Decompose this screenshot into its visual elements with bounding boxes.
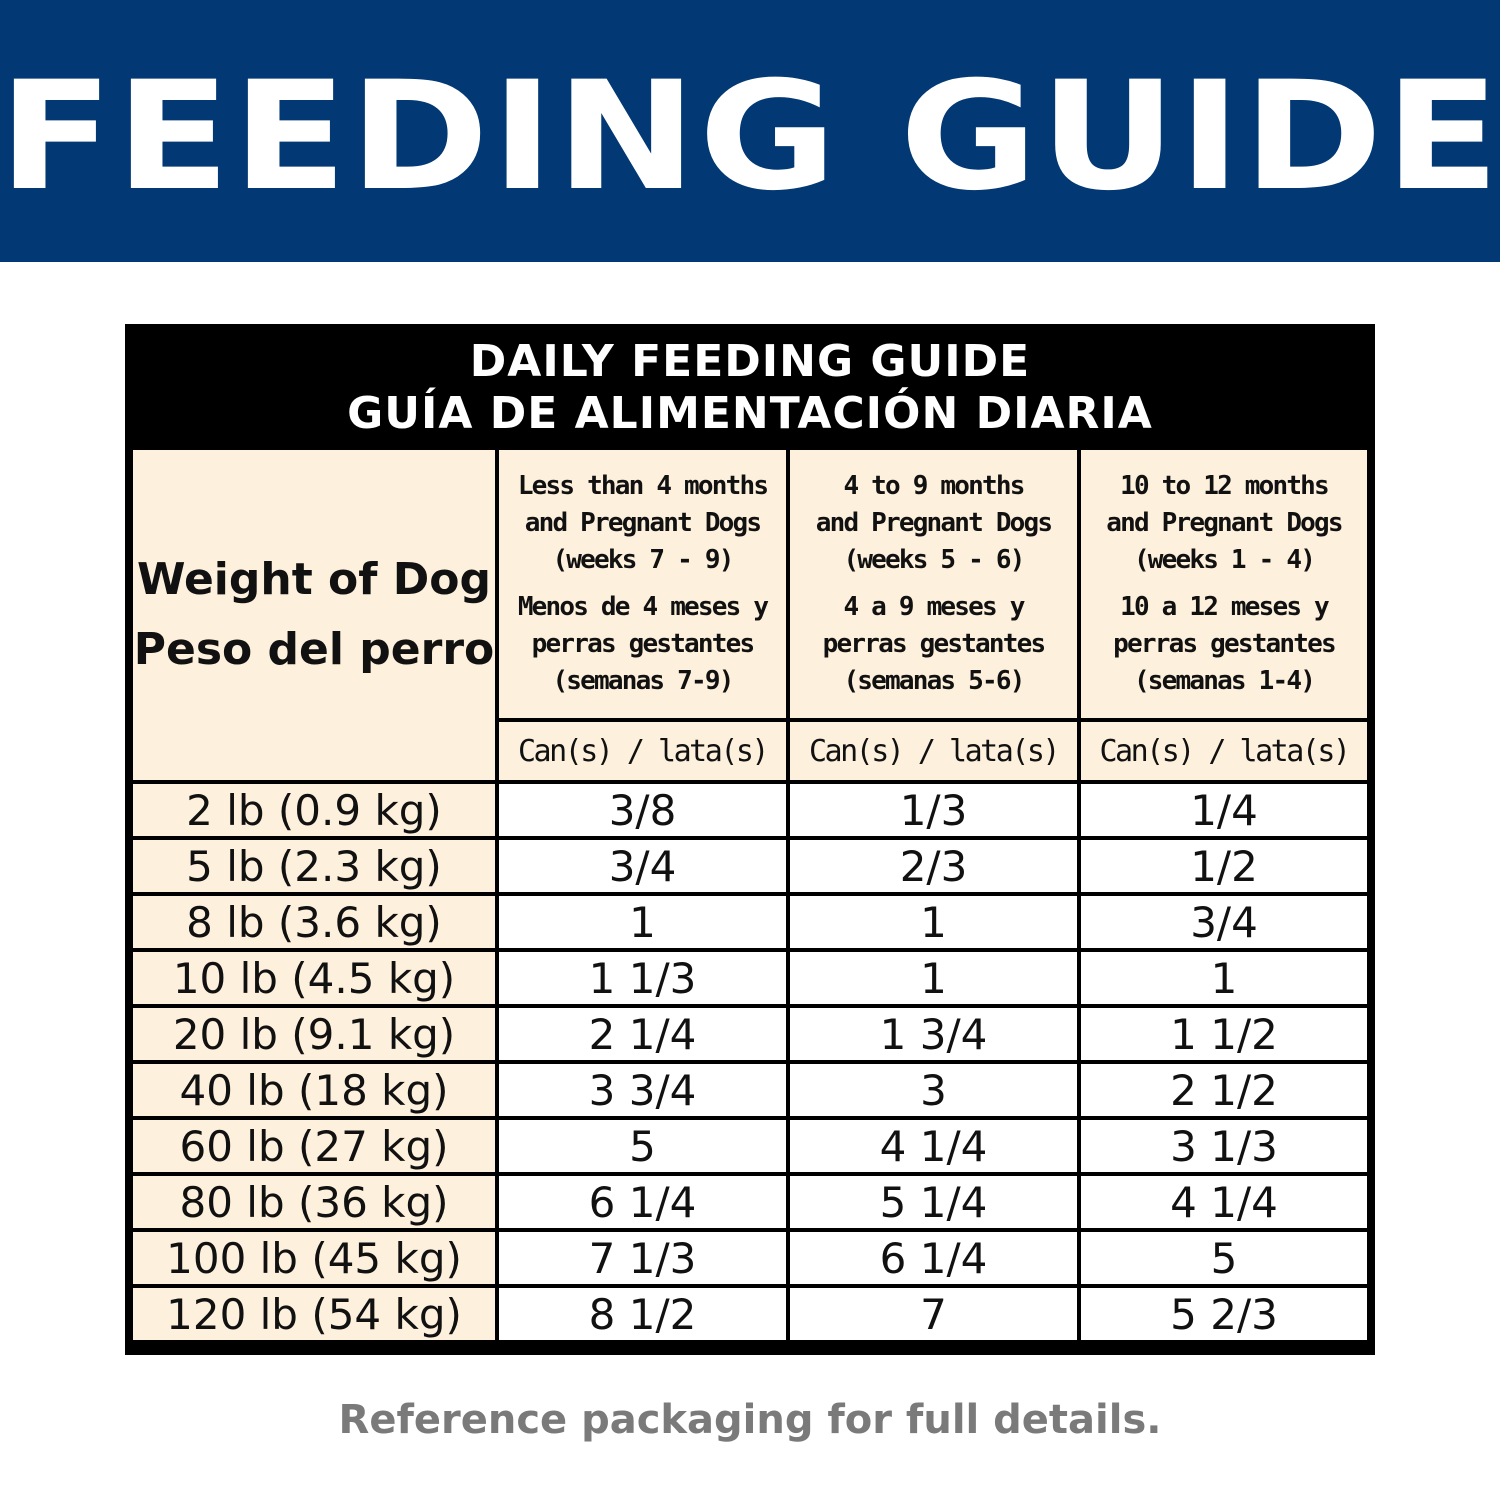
column-header-es: 4 a 9 meses y (843, 592, 1025, 622)
weight-header-en: Weight of Dog (137, 554, 491, 605)
cans-cell: 2 1/4 (499, 1008, 786, 1060)
cans-cell: 1 (790, 896, 1077, 948)
guide-title-en: DAILY FEEDING GUIDE (469, 335, 1031, 387)
weight-cell: 120 lb (54 kg) (133, 1288, 495, 1340)
weight-cell: 20 lb (9.1 kg) (133, 1008, 495, 1060)
column-header-en: (weeks 1 - 4) (1133, 545, 1316, 575)
column-header-en: Less than 4 months (517, 471, 769, 501)
header-row: Weight of Dog Peso del perro Less than 4… (133, 450, 1367, 780)
cans-cell: 2 1/2 (1081, 1064, 1367, 1116)
column-header-es: perras gestantes (1113, 629, 1336, 659)
cans-cell: 6 1/4 (790, 1232, 1077, 1284)
cans-cell: 3/4 (499, 840, 786, 892)
unit-row: Can(s) / lata(s) Can(s) / lata(s) Can(s)… (133, 722, 1367, 780)
weight-cell: 5 lb (2.3 kg) (133, 840, 495, 892)
cans-cell: 3/4 (1081, 896, 1367, 948)
cans-cell: 1 1/3 (499, 952, 786, 1004)
weight-cell: 2 lb (0.9 kg) (133, 784, 495, 836)
column-header-en: (weeks 7 - 9) (552, 545, 734, 575)
weight-header-es: Peso del perro (133, 624, 495, 675)
column-header-en: and Pregnant Dogs (524, 508, 762, 538)
unit-label: Can(s) / lata(s) (499, 722, 786, 780)
cans-cell: 5 2/3 (1081, 1288, 1367, 1340)
column-header-4-to-9-months: 4 to 9 months and Pregnant Dogs (weeks 5… (790, 450, 1077, 718)
weight-cell: 10 lb (4.5 kg) (133, 952, 495, 1004)
cans-cell: 7 (790, 1288, 1077, 1340)
cans-cell: 5 (1081, 1232, 1367, 1284)
column-header-en: 10 to 12 months (1120, 471, 1330, 501)
table-row: 20 lb (9.1 kg) 2 1/4 1 3/4 1 1/2 (133, 1008, 1367, 1060)
column-header-es: (semanas 7-9) (552, 666, 734, 696)
column-header-es: 10 a 12 meses y (1120, 592, 1330, 622)
cans-cell: 8 1/2 (499, 1288, 786, 1340)
column-header-10-to-12-months: 10 to 12 months and Pregnant Dogs (weeks… (1081, 450, 1367, 718)
cans-cell: 4 1/4 (1081, 1176, 1367, 1228)
table-row: 5 lb (2.3 kg) 3/4 2/3 1/2 (133, 840, 1367, 892)
feeding-table: Weight of Dog Peso del perro Less than 4… (129, 446, 1371, 1344)
cans-cell: 1 3/4 (790, 1008, 1077, 1060)
guide-header: DAILY FEEDING GUIDE GUÍA DE ALIMENTACIÓN… (133, 324, 1367, 447)
table-row: 8 lb (3.6 kg) 1 1 3/4 (133, 896, 1367, 948)
cans-cell: 3 3/4 (499, 1064, 786, 1116)
weight-cell: 8 lb (3.6 kg) (133, 896, 495, 948)
unit-label: Can(s) / lata(s) (790, 722, 1077, 780)
cans-cell: 1 (1081, 952, 1367, 1004)
column-header-en: 4 to 9 months (843, 471, 1025, 501)
cans-cell: 1/3 (790, 784, 1077, 836)
column-header-es: (semanas 5-6) (843, 666, 1025, 696)
weight-header: Weight of Dog Peso del perro (133, 450, 495, 780)
banner-title: FEEDING GUIDE (0, 50, 1500, 224)
cans-cell: 6 1/4 (499, 1176, 786, 1228)
table-row: 100 lb (45 kg) 7 1/3 6 1/4 5 (133, 1232, 1367, 1284)
cans-cell: 1/2 (1081, 840, 1367, 892)
weight-cell: 80 lb (36 kg) (133, 1176, 495, 1228)
cans-cell: 2/3 (790, 840, 1077, 892)
cans-cell: 3/8 (499, 784, 786, 836)
unit-label: Can(s) / lata(s) (1081, 722, 1367, 780)
footer-note: Reference packaging for full details. (338, 1397, 1162, 1443)
column-header-es: Menos de 4 meses y (517, 592, 769, 622)
table-row: 80 lb (36 kg) 6 1/4 5 1/4 4 1/4 (133, 1176, 1367, 1228)
column-header-en: and Pregnant Dogs (1106, 508, 1343, 538)
cans-cell: 1 1/2 (1081, 1008, 1367, 1060)
banner: FEEDING GUIDE (0, 0, 1500, 262)
table-row: 40 lb (18 kg) 3 3/4 3 2 1/2 (133, 1064, 1367, 1116)
guide-title-es: GUÍA DE ALIMENTACIÓN DIARIA (347, 387, 1153, 439)
cans-cell: 3 (790, 1064, 1077, 1116)
cans-cell: 1 (499, 896, 786, 948)
weight-cell: 100 lb (45 kg) (133, 1232, 495, 1284)
cans-cell: 5 1/4 (790, 1176, 1077, 1228)
weight-cell: 40 lb (18 kg) (133, 1064, 495, 1116)
cans-cell: 1 (790, 952, 1077, 1004)
table-row: 60 lb (27 kg) 5 4 1/4 3 1/3 (133, 1120, 1367, 1172)
table-row: 10 lb (4.5 kg) 1 1/3 1 1 (133, 952, 1367, 1004)
column-header-en: and Pregnant Dogs (815, 508, 1053, 538)
weight-cell: 60 lb (27 kg) (133, 1120, 495, 1172)
cans-cell: 3 1/3 (1081, 1120, 1367, 1172)
cans-cell: 4 1/4 (790, 1120, 1077, 1172)
cans-cell: 5 (499, 1120, 786, 1172)
cans-cell: 7 1/3 (499, 1232, 786, 1284)
feeding-guide-table: DAILY FEEDING GUIDE GUÍA DE ALIMENTACIÓN… (125, 324, 1375, 1355)
column-header-es: perras gestantes (531, 629, 755, 659)
cans-cell: 1/4 (1081, 784, 1367, 836)
column-header-es: (semanas 1-4) (1133, 666, 1316, 696)
table-row: 2 lb (0.9 kg) 3/8 1/3 1/4 (133, 784, 1367, 836)
column-header-es: perras gestantes (822, 629, 1046, 659)
column-header-en: (weeks 5 - 6) (843, 545, 1025, 575)
column-header-under-4-months: Less than 4 months and Pregnant Dogs (we… (499, 450, 786, 718)
table-row: 120 lb (54 kg) 8 1/2 7 5 2/3 (133, 1288, 1367, 1340)
